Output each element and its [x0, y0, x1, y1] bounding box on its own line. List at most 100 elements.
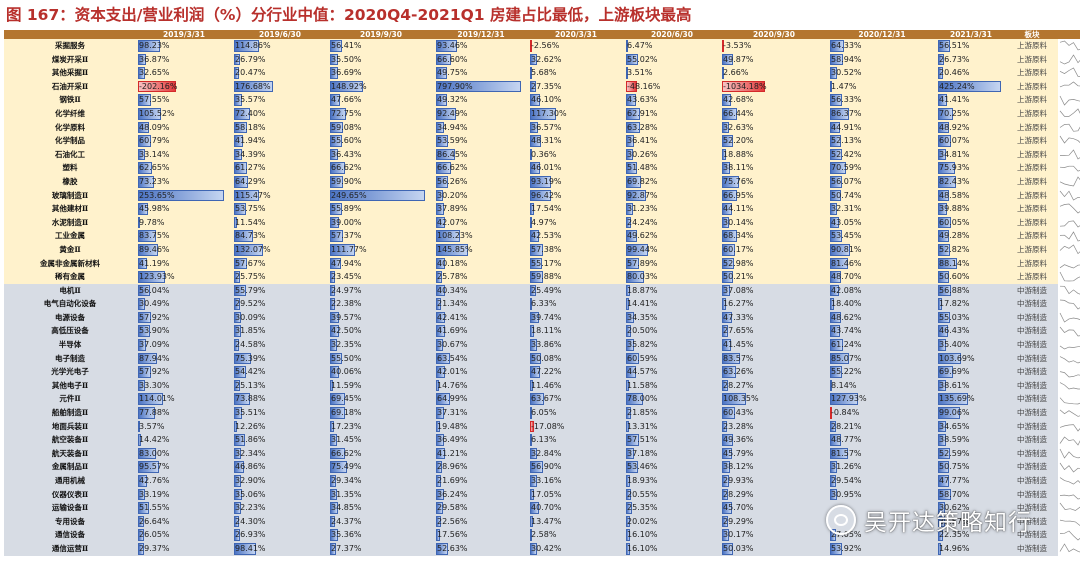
value-text: 92.49% [437, 108, 468, 118]
value-text: 27.37% [331, 543, 362, 553]
value-cell: -202.16% [136, 79, 232, 94]
value-cell: 85.07% [828, 351, 936, 366]
data-bar [234, 339, 240, 351]
value-cell: 30.20% [434, 188, 528, 203]
value-text: 85.07% [831, 353, 862, 363]
industry-name: 地面兵装Ⅱ [4, 419, 136, 434]
data-bar [138, 420, 140, 433]
value-text: 8.14% [831, 380, 857, 390]
value-text: 56.33% [831, 95, 862, 105]
table-row: 地面兵装Ⅱ 3.57% 12.26% 17.23% 19.48% -17.08% 13.31… [4, 419, 1080, 434]
data-bar [234, 420, 237, 433]
value-text: 108.23% [437, 231, 473, 241]
value-text: 26.64% [139, 516, 170, 526]
sector-label: 上游原料 [1006, 161, 1058, 175]
value-text: 88.14% [939, 258, 970, 268]
value-cell: 24.58% [232, 338, 328, 352]
sparkline [1058, 541, 1080, 556]
data-bar [722, 257, 734, 270]
value-text: 31.45% [331, 435, 362, 445]
value-cell: 30.09% [232, 310, 328, 325]
value-text: 93.19% [531, 176, 562, 186]
sparkline [1058, 378, 1080, 393]
value-text: 60.43% [723, 408, 754, 418]
data-bar [722, 447, 733, 460]
value-cell: 135.69% [936, 392, 1006, 407]
value-text: 66.62% [331, 163, 362, 173]
value-cell: 17.82% [936, 297, 1006, 311]
value-text: 46.10% [531, 95, 562, 105]
value-text: 26.79% [235, 54, 266, 64]
sparkline-line [1059, 462, 1080, 473]
sparkline-line [1059, 176, 1080, 187]
data-bar [436, 94, 447, 106]
value-cell: 60.17% [720, 242, 828, 257]
industry-name: 工业金属 [4, 229, 136, 243]
value-cell: 24.30% [232, 514, 328, 529]
data-bar [722, 311, 733, 324]
data-bar [626, 311, 634, 324]
data-bar [626, 352, 640, 365]
value-text: 84.73% [235, 231, 266, 241]
value-text: 44.91% [831, 122, 862, 132]
value-text: 34.35% [627, 312, 658, 322]
value-cell: 33.86% [528, 338, 624, 352]
data-bar [436, 298, 441, 310]
data-bar [138, 203, 149, 215]
value-text: 58.94% [831, 54, 862, 64]
value-text: 81.46% [831, 258, 862, 268]
value-cell: 34.81% [936, 147, 1006, 162]
table-header-row: 2019/3/31 2019/6/30 2019/9/30 2019/12/31 202… [4, 30, 1080, 39]
value-cell: 55.03% [936, 310, 1006, 325]
sparkline-line [1059, 272, 1080, 282]
data-bar [722, 542, 733, 555]
data-bar [530, 461, 543, 473]
value-cell: 117.30% [528, 106, 624, 121]
value-cell: 60.05% [936, 215, 1006, 230]
data-bar [436, 271, 442, 283]
value-cell: 42.08% [828, 283, 936, 298]
value-text: 36.43% [331, 149, 362, 159]
value-cell: 47.77% [936, 474, 1006, 488]
value-text: 56.07% [831, 176, 862, 186]
value-text: 86.45% [437, 149, 468, 159]
value-cell: 13.31% [624, 419, 720, 434]
value-cell: 49.62% [624, 229, 720, 243]
value-text: 29.37% [139, 543, 170, 553]
sparkline-line [1059, 477, 1080, 485]
data-bar [436, 121, 444, 134]
data-bar [722, 352, 741, 365]
value-text: 37.31% [437, 408, 468, 418]
data-bar [234, 94, 242, 106]
sparkline-svg [1059, 503, 1080, 512]
value-cell: 103.69% [936, 351, 1006, 366]
value-cell: 37.18% [624, 446, 720, 461]
value-cell: 28.27% [720, 378, 828, 393]
value-text: 108.35% [723, 394, 759, 404]
sparkline [1058, 256, 1080, 271]
value-text: 64.29% [235, 176, 266, 186]
data-bar [938, 271, 950, 283]
value-text: 34.85% [331, 503, 362, 513]
value-text: 2.66% [723, 68, 749, 78]
value-cell: 69.69% [936, 365, 1006, 379]
value-text: 58.18% [235, 122, 266, 132]
data-bar [234, 447, 242, 460]
sparkline-line [1059, 108, 1080, 118]
data-bar [138, 94, 151, 106]
sector-label: 中游制造 [1006, 297, 1058, 311]
value-text: 38.11% [723, 163, 754, 173]
data-bar [436, 542, 448, 555]
data-bar [938, 257, 958, 270]
value-cell: 61.27% [232, 161, 328, 175]
data-bar [722, 230, 738, 242]
table-row: 石油化工 33.14% 34.39% 36.43% 86.45% 0.36% 30.26% 1… [4, 147, 1080, 162]
value-text: 56.51% [939, 41, 970, 50]
table-row: 航天装备Ⅱ 83.00% 32.34% 66.62% 41.21% 32.84% 37.18… [4, 446, 1080, 461]
value-cell: 34.94% [434, 120, 528, 135]
value-text: 64.99% [437, 394, 468, 404]
value-cell: 62.65% [136, 161, 232, 175]
data-bar [138, 298, 145, 310]
value-cell: 59.08% [328, 120, 434, 135]
data-bar [830, 298, 835, 310]
